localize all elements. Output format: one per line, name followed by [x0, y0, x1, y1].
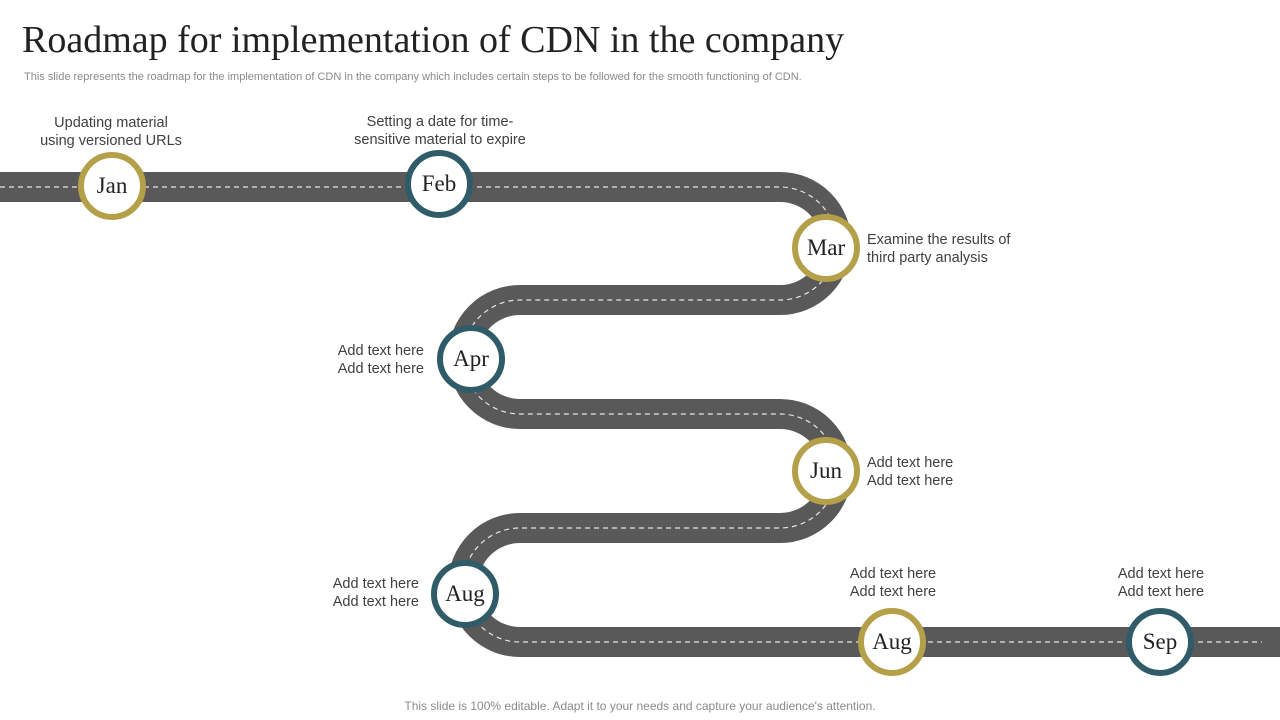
page-title: Roadmap for implementation of CDN in the…: [22, 19, 845, 61]
milestone-feb: Feb: [405, 150, 473, 218]
milestone-mar-note: Examine the results of third party analy…: [867, 232, 1011, 266]
milestone-aug-1-note: Add text here Add text here: [332, 576, 419, 610]
milestone-label: Aug: [445, 581, 485, 606]
milestone-jan-note: Updating material using versioned URLs: [40, 115, 182, 149]
milestone-label: Mar: [806, 235, 846, 260]
milestone-label: Apr: [453, 346, 489, 371]
milestone-aug-2: Aug: [858, 608, 926, 676]
milestone-apr: Apr: [437, 325, 505, 393]
milestone-jun-note: Add text here Add text here: [867, 455, 954, 489]
milestone-aug-1: Aug: [431, 560, 499, 628]
road-end-cap: [1262, 627, 1280, 657]
road-lane-marking: [0, 186, 1262, 643]
milestone-mar: Mar: [792, 214, 860, 282]
milestone-label: Jan: [96, 173, 128, 198]
milestone-label: Aug: [872, 629, 912, 654]
milestone-label: Jun: [810, 458, 842, 483]
milestone-aug-2-note: Add text here Add text here: [849, 566, 937, 600]
milestone-apr-note: Add text here Add text here: [337, 343, 424, 377]
milestone-jun: Jun: [792, 437, 860, 505]
page-subtitle: This slide represents the roadmap for th…: [24, 71, 802, 83]
milestone-feb-note: Setting a date for time- sensitive mater…: [354, 114, 526, 148]
footer-note: This slide is 100% editable. Adapt it to…: [404, 699, 876, 713]
milestone-jan: Jan: [78, 152, 146, 220]
milestone-label: Sep: [1142, 629, 1178, 654]
milestone-label: Feb: [421, 171, 457, 196]
milestone-sep: Sep: [1126, 608, 1194, 676]
milestone-sep-note: Add text here Add text here: [1117, 566, 1205, 600]
